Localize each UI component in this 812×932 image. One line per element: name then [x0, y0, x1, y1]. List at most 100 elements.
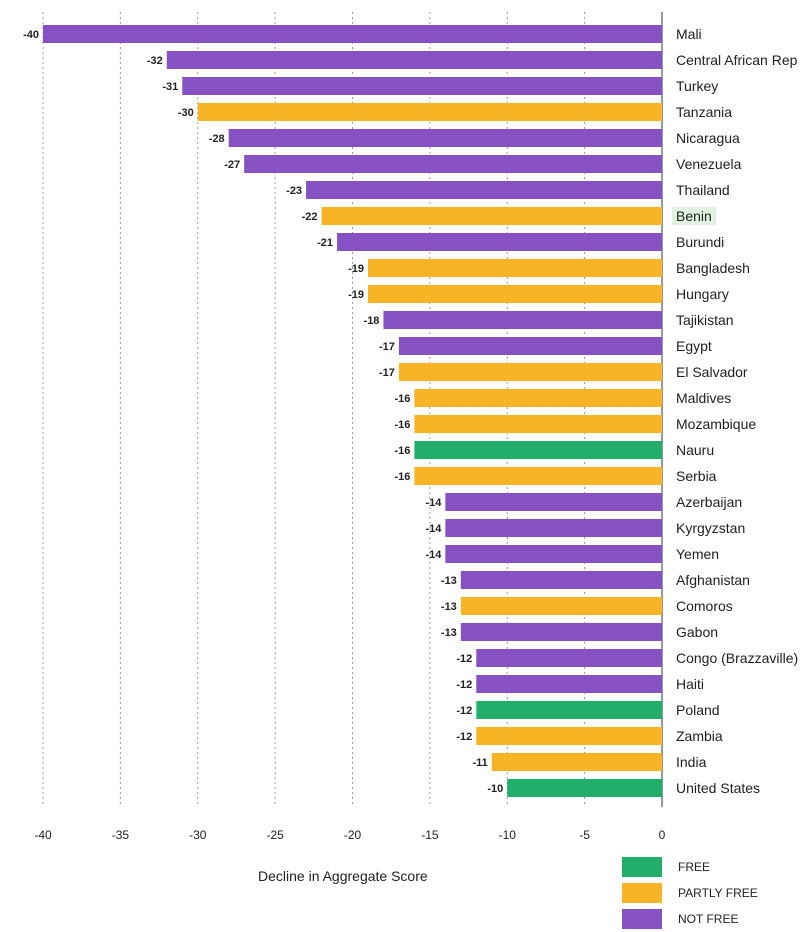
labels: -40 Mali -32 Central African Rep -31 Turkey -3…	[23, 26, 798, 796]
category-label: Kyrgyzstan	[676, 520, 745, 536]
category-label: Azerbaijan	[676, 494, 742, 510]
data-label: -16	[394, 445, 410, 457]
category-label: India	[676, 754, 707, 770]
legend-item-not-free: NOT FREE	[622, 906, 758, 932]
data-label: -23	[286, 185, 302, 197]
category-label: Serbia	[676, 468, 717, 484]
data-label: -30	[178, 107, 194, 119]
bar	[321, 207, 662, 225]
bar	[197, 103, 662, 121]
bar	[306, 181, 662, 199]
data-label: -14	[425, 549, 442, 561]
bar	[244, 155, 663, 173]
bar	[460, 623, 662, 641]
x-tick-label: -20	[344, 828, 362, 842]
data-label: -17	[379, 341, 395, 353]
bar	[398, 363, 662, 381]
bar	[337, 233, 662, 251]
category-label: Benin	[676, 208, 712, 224]
category-label: Congo (Brazzaville)	[676, 650, 798, 666]
bar	[383, 311, 662, 329]
category-label: Tajikistan	[676, 312, 734, 328]
x-tick-label: -30	[189, 828, 207, 842]
legend-item-free: FREE	[622, 854, 758, 880]
bar	[491, 753, 662, 771]
data-label: -19	[348, 289, 364, 301]
legend-swatch-not-free	[622, 909, 662, 929]
data-label: -12	[456, 731, 472, 743]
bar	[476, 727, 662, 745]
x-tick-label: -40	[34, 828, 52, 842]
category-label: Yemen	[676, 546, 719, 562]
category-label: Afghanistan	[676, 572, 750, 588]
legend-label-free: FREE	[678, 860, 711, 874]
legend-label-not-free: NOT FREE	[678, 912, 739, 926]
data-label: -32	[147, 55, 163, 67]
category-label: United States	[676, 780, 760, 796]
data-label: -17	[379, 367, 395, 379]
category-label: Egypt	[676, 338, 712, 354]
data-label: -10	[487, 783, 503, 795]
data-label: -13	[441, 627, 457, 639]
bar	[476, 701, 662, 719]
category-label: Mali	[676, 26, 702, 42]
bars	[43, 25, 663, 797]
bar	[414, 389, 662, 407]
bar	[182, 77, 662, 95]
data-label: -16	[394, 393, 410, 405]
category-label: Venezuela	[676, 156, 742, 172]
category-label: Zambia	[676, 728, 723, 744]
category-highlight	[672, 207, 716, 225]
bar	[43, 25, 662, 43]
x-tick-label: -35	[112, 828, 130, 842]
bar	[414, 467, 662, 485]
x-axis-label: Decline in Aggregate Score	[258, 868, 428, 884]
bar-chart: -40 Mali -32 Central African Rep -31 Turkey -3…	[23, 12, 798, 842]
bar	[476, 675, 662, 693]
bar	[398, 337, 662, 355]
data-label: -11	[472, 757, 487, 769]
legend: FREE PARTLY FREE NOT FREE	[622, 854, 758, 932]
category-label: Hungary	[676, 286, 729, 302]
category-label: Poland	[676, 702, 720, 718]
bar	[445, 545, 662, 563]
data-label: -40	[23, 29, 39, 41]
data-label: -14	[425, 497, 442, 509]
data-label: -12	[456, 653, 472, 665]
category-label: Thailand	[676, 182, 730, 198]
data-label: -12	[456, 705, 472, 717]
category-label: Bangladesh	[676, 260, 750, 276]
bar	[228, 129, 662, 147]
data-label: -13	[441, 601, 457, 613]
category-label: Maldives	[676, 390, 731, 406]
data-label: -22	[302, 211, 318, 223]
data-label: -14	[425, 523, 442, 535]
data-label: -28	[209, 133, 225, 145]
legend-swatch-partly-free	[622, 883, 662, 903]
category-label: Nicaragua	[676, 130, 740, 146]
category-label: Mozambique	[676, 416, 756, 432]
data-label: -31	[162, 81, 178, 93]
data-label: -18	[364, 315, 380, 327]
bar	[414, 441, 662, 459]
data-label: -16	[394, 419, 410, 431]
bar	[460, 597, 662, 615]
category-label: Nauru	[676, 442, 714, 458]
bar	[460, 571, 662, 589]
x-tick-label: 0	[659, 828, 666, 842]
data-label: -12	[456, 679, 472, 691]
category-label: Turkey	[676, 78, 718, 94]
bar	[367, 285, 662, 303]
data-label: -13	[441, 575, 457, 587]
data-label: -21	[317, 237, 333, 249]
category-label: El Salvador	[676, 364, 748, 380]
data-label: -27	[224, 159, 240, 171]
x-tick-label: -5	[579, 828, 590, 842]
bar	[476, 649, 662, 667]
category-label: Haiti	[676, 676, 704, 692]
data-label: -19	[348, 263, 364, 275]
bar	[445, 493, 662, 511]
x-tick-label: -10	[499, 828, 517, 842]
data-label: -16	[394, 471, 410, 483]
x-tick-label: -15	[421, 828, 439, 842]
